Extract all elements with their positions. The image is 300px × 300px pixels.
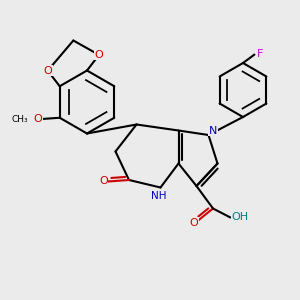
Text: F: F [256,49,263,59]
Text: O: O [99,176,108,187]
Text: O: O [34,114,43,124]
Text: N: N [209,125,217,136]
Text: O: O [189,218,198,228]
Text: OH: OH [231,212,249,223]
Text: CH₃: CH₃ [11,115,28,124]
Text: O: O [94,50,103,60]
Text: O: O [43,66,52,76]
Text: NH: NH [151,191,167,201]
